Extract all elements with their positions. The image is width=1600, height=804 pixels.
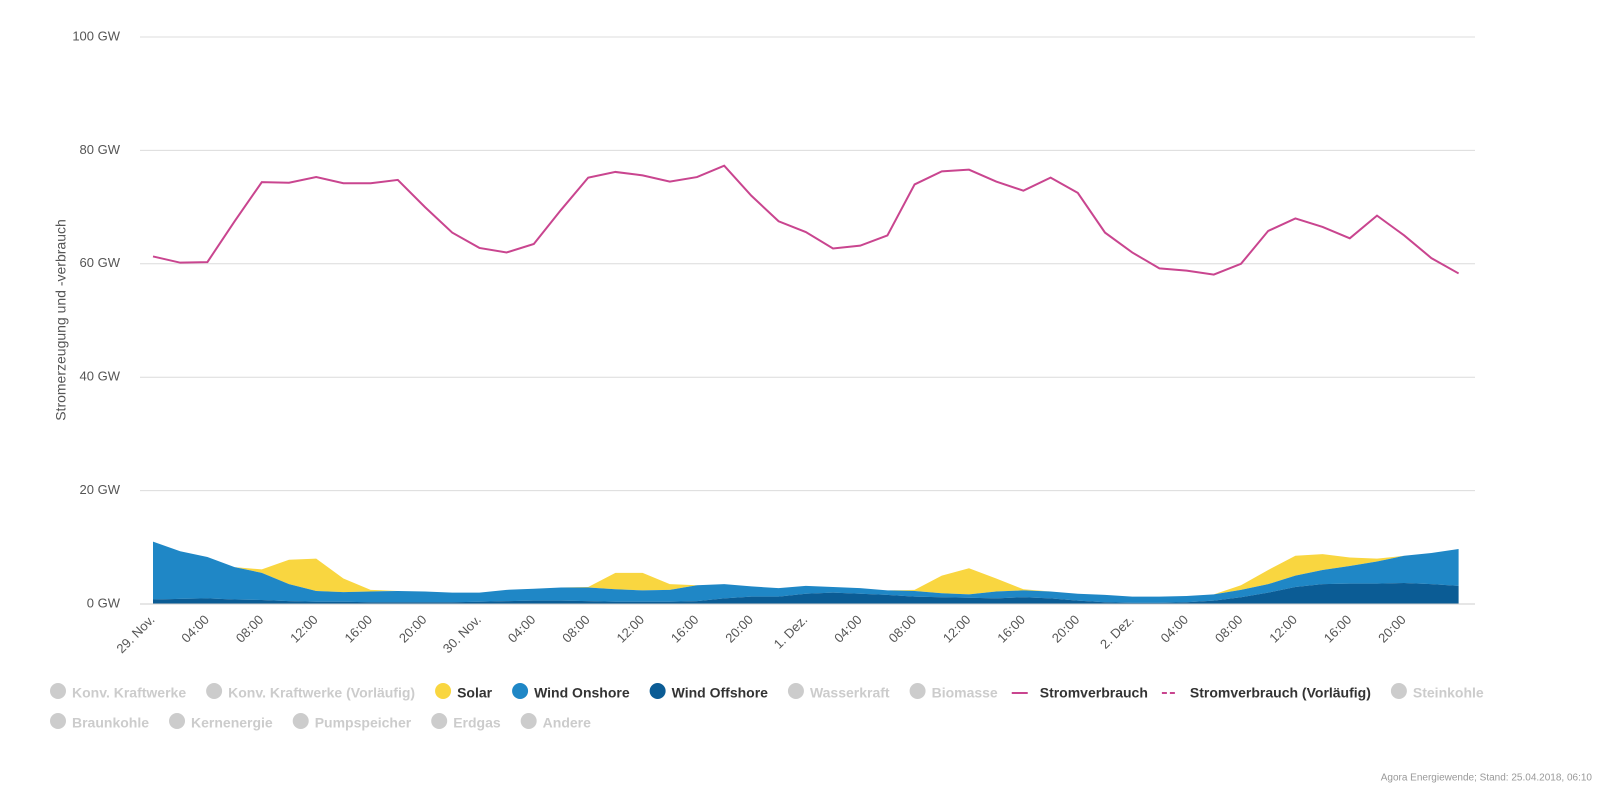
- x-tick-label: 20:00: [722, 612, 756, 646]
- legend-label: Pumpspeicher: [315, 715, 412, 731]
- legend-item[interactable]: Kernenergie: [169, 713, 273, 731]
- area: [153, 583, 1459, 604]
- y-tick-label: 100 GW: [72, 28, 120, 43]
- credit: Agora Energiewende; Stand: 25.04.2018, 0…: [1381, 773, 1593, 784]
- x-tick-label: 04:00: [178, 612, 212, 646]
- x-tick-label: 04:00: [505, 612, 539, 646]
- legend-label: Solar: [457, 685, 493, 701]
- legend-symbol: [431, 713, 448, 729]
- x-tick-label: 12:00: [1266, 612, 1300, 646]
- legend-item[interactable]: Konv. Kraftwerke: [50, 683, 186, 701]
- x-tick-label: 12:00: [614, 612, 648, 646]
- legend-label: Wasserkraft: [810, 685, 890, 701]
- legend-label: Wind Onshore: [534, 685, 630, 701]
- legend-item[interactable]: Konv. Kraftwerke (Vorläufig): [206, 683, 415, 701]
- legend-symbol: [50, 683, 66, 699]
- x-tick-label: 20:00: [1049, 612, 1083, 646]
- legend-label: Erdgas: [453, 715, 501, 731]
- x-tick-label: 08:00: [559, 612, 593, 646]
- legend-symbol: [787, 683, 804, 699]
- legend-symbol: [512, 683, 529, 699]
- x-tick-label: 16:00: [342, 612, 376, 646]
- x-tick-label: 08:00: [886, 612, 920, 646]
- legend-label: Wind Offshore: [672, 685, 769, 701]
- legend-symbol: [909, 683, 926, 699]
- x-tick-label: 12:00: [940, 612, 974, 646]
- legend-symbol: [169, 713, 186, 729]
- legend-symbol: [50, 713, 66, 729]
- legend-item[interactable]: Pumpspeicher: [292, 713, 412, 731]
- x-tick-label: 30. Nov.: [440, 612, 484, 656]
- y-tick-label: 80 GW: [80, 142, 121, 157]
- x-tick-label: 12:00: [287, 612, 321, 646]
- x-tick-label: 29. Nov.: [113, 612, 157, 656]
- x-tick-label: 04:00: [1158, 612, 1192, 646]
- legend-item[interactable]: Erdgas: [431, 713, 501, 731]
- y-tick-label: 20 GW: [80, 482, 121, 497]
- legend-label: Konv. Kraftwerke (Vorläufig): [228, 685, 415, 701]
- y-tick-label: 0 GW: [87, 595, 121, 610]
- legend-label: Kernenergie: [191, 715, 273, 731]
- x-tick-label: 04:00: [831, 612, 865, 646]
- legend-symbol: [649, 683, 666, 699]
- x-tick-label: 08:00: [233, 612, 267, 646]
- x-tick-label: 2. Dez.: [1097, 612, 1137, 652]
- legend-label: Stromverbrauch (Vorläufig): [1190, 685, 1371, 701]
- x-tick-label: 1. Dez.: [771, 612, 811, 652]
- x-tick-label: 16:00: [994, 612, 1028, 646]
- legend-label: Konv. Kraftwerke: [72, 685, 186, 701]
- legend-label: Biomasse: [932, 685, 998, 701]
- legend-item[interactable]: Biomasse: [909, 683, 998, 701]
- legend-symbol: [292, 713, 309, 729]
- y-tick-label: 40 GW: [80, 369, 121, 384]
- x-tick-label: 20:00: [1375, 612, 1409, 646]
- legend-label: Stromverbrauch: [1040, 685, 1148, 701]
- legend-symbol: [206, 683, 223, 699]
- legend-symbol: [435, 683, 452, 699]
- legend-symbol: [520, 713, 537, 729]
- x-tick-label: 08:00: [1212, 612, 1246, 646]
- legend-item[interactable]: Solar: [435, 683, 493, 701]
- legend-item[interactable]: Wind Onshore: [512, 683, 630, 701]
- x-tick-label: 16:00: [668, 612, 702, 646]
- legend-item[interactable]: Andere: [520, 713, 591, 731]
- legend-item[interactable]: Braunkohle: [50, 713, 149, 731]
- legend-item[interactable]: Stromverbrauch: [1011, 685, 1148, 701]
- area: [153, 541, 1459, 603]
- legend-item[interactable]: Wind Offshore: [649, 683, 769, 701]
- x-tick-label: 20:00: [396, 612, 430, 646]
- legend-label: Braunkohle: [72, 715, 149, 731]
- legend-item[interactable]: Steinkohle: [1390, 683, 1484, 701]
- legend-symbol: [1390, 683, 1407, 699]
- legend-item[interactable]: Wasserkraft: [787, 683, 890, 701]
- y-axis-label: Stromerzeugung und -verbrauch: [53, 219, 69, 421]
- legend-label: Steinkohle: [1413, 685, 1484, 701]
- line: [152, 164, 1460, 276]
- x-tick-label: 16:00: [1321, 612, 1355, 646]
- legend-item[interactable]: Stromverbrauch (Vorläufig): [1161, 685, 1371, 701]
- legend-label: Andere: [543, 715, 591, 731]
- y-tick-label: 60 GW: [80, 255, 121, 270]
